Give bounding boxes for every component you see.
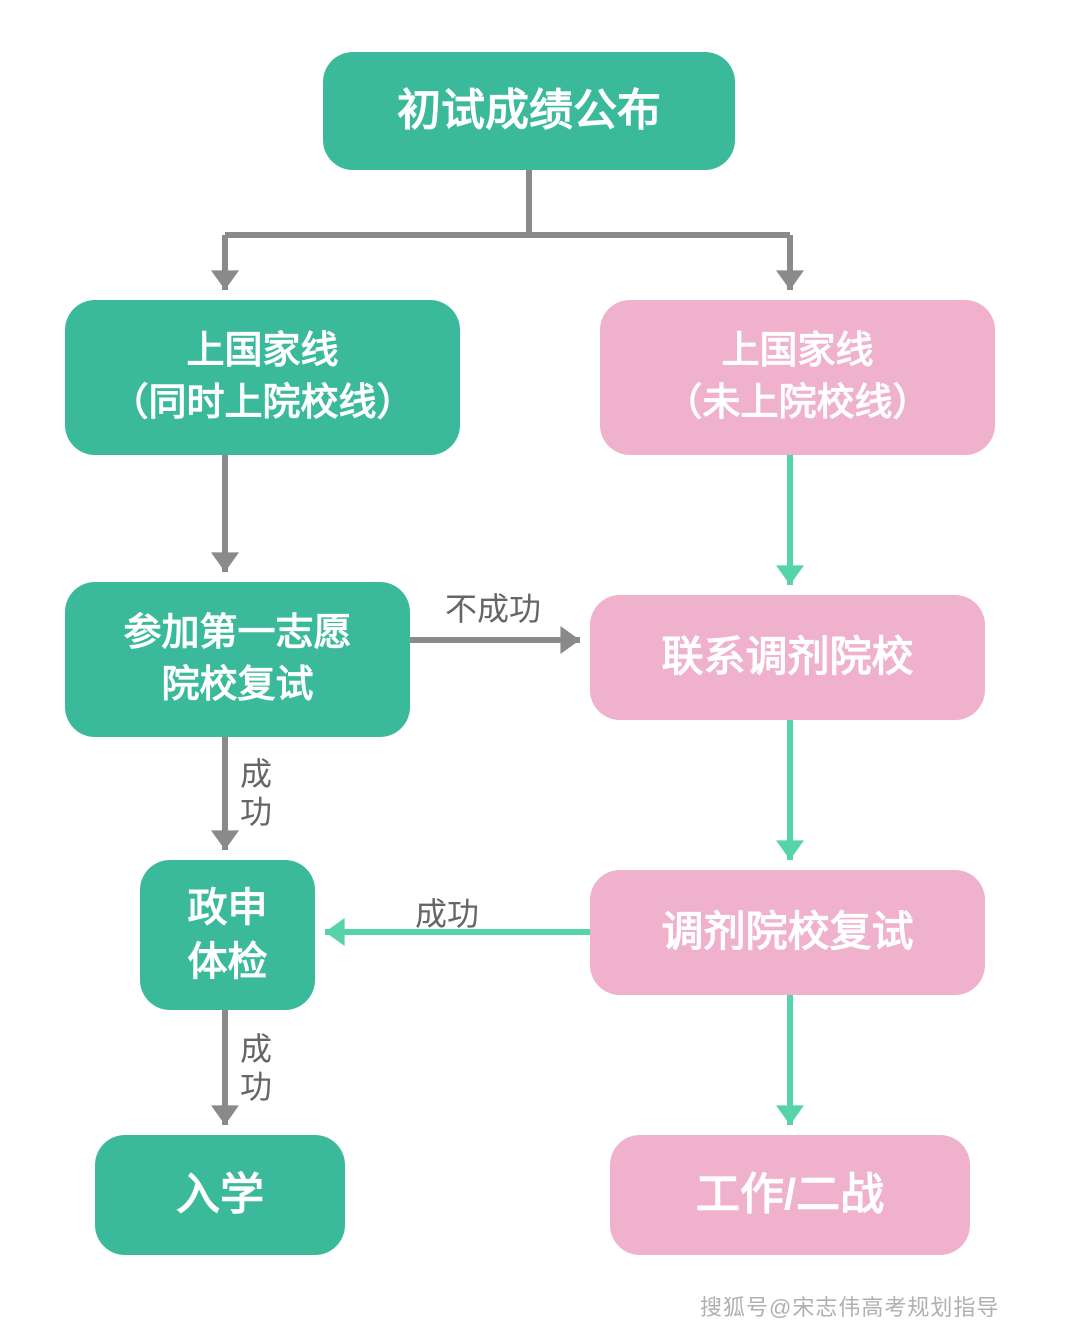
node-n4: 参加第一志愿 院校复试: [65, 582, 410, 737]
node-n5: 联系调剂院校: [590, 595, 985, 720]
edge-label-l2: 成 功: [240, 755, 272, 832]
node-n1: 初试成绩公布: [323, 52, 735, 170]
edge-label-l1: 不成功: [445, 590, 541, 628]
node-n9: 工作/二战: [610, 1135, 970, 1255]
node-n6: 政申 体检: [140, 860, 315, 1010]
watermark-text: 搜狐号@宋志伟高考规划指导: [700, 1290, 999, 1322]
node-n3: 上国家线 （未上院校线）: [600, 300, 995, 455]
node-n8: 入学: [95, 1135, 345, 1255]
edge-label-l4: 成 功: [240, 1030, 272, 1107]
node-n7: 调剂院校复试: [590, 870, 985, 995]
node-n2: 上国家线 （同时上院校线）: [65, 300, 460, 455]
edge-label-l3: 成功: [415, 895, 479, 933]
